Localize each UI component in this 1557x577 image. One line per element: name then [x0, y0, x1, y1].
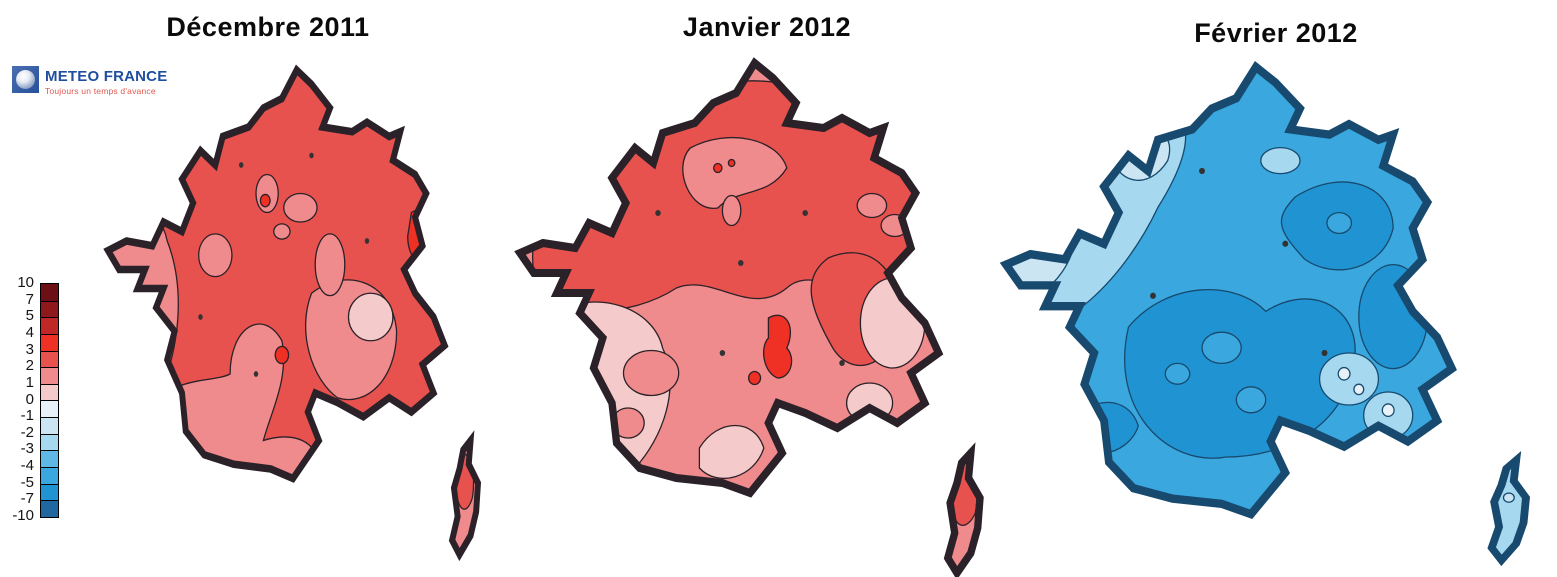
map-title-january: Janvier 2012: [682, 12, 852, 42]
map-speck: [198, 314, 203, 320]
contour-region: [857, 194, 886, 218]
contour-region: [1165, 363, 1190, 384]
legend-color-band: [41, 333, 58, 351]
legend-color-band: [41, 467, 58, 484]
map-speck: [738, 260, 744, 266]
contour-region: [275, 346, 288, 363]
contour-region: [683, 138, 787, 209]
logo-brand-text: METEO FRANCE: [45, 68, 168, 85]
map-speck: [655, 210, 661, 216]
legend-tick-label: -7: [20, 490, 34, 508]
color-scale-legend: [40, 283, 59, 518]
contour-region: [315, 234, 345, 296]
legend-color-band: [41, 500, 58, 517]
map-title-december: Décembre 2011: [166, 12, 370, 42]
contour-region: [1236, 387, 1265, 413]
legend-color-band: [41, 433, 58, 451]
map-speck: [1282, 240, 1289, 247]
map-speck: [719, 350, 726, 356]
map-speck: [1199, 167, 1205, 175]
legend-tick-label: -1: [20, 407, 34, 425]
logo-square: [12, 66, 39, 93]
contour-region: [714, 164, 722, 173]
legend-tick-label: 10: [17, 274, 34, 291]
legend-color-band: [41, 483, 58, 501]
contour-region: [749, 372, 761, 385]
legend-tick-label: -5: [20, 473, 34, 491]
map-speck: [839, 360, 845, 366]
contour-region: [699, 426, 763, 479]
color-scale-tick-labels: 10 7 5 4 3 2 1 0 -1 -2 -3 -4 -5 -7 -10: [0, 275, 36, 524]
contour-region: [1327, 213, 1352, 234]
contour-region: [1261, 148, 1300, 174]
map-speck: [238, 162, 244, 168]
contour-region: [199, 234, 232, 277]
legend-color-band: [41, 284, 58, 301]
legend-tick-label: 1: [25, 373, 34, 391]
map-title-february: Février 2012: [1194, 18, 1358, 48]
logo-tagline-text: Toujours un temps d'avance: [45, 86, 156, 96]
legend-tick-label: 3: [25, 340, 34, 358]
legend-tick-label: -4: [20, 457, 34, 475]
map-speck: [364, 238, 370, 244]
globe-icon: [16, 70, 35, 89]
legend-tick-label: -3: [20, 440, 34, 458]
legend-tick-label: -2: [20, 423, 34, 441]
legend-color-band: [41, 417, 58, 434]
contour-region: [260, 194, 270, 206]
legend-color-band: [41, 383, 58, 401]
map-speck: [309, 152, 314, 159]
map-december-2011: [84, 70, 478, 555]
contour-region: [728, 160, 734, 167]
meteo-france-logo: METEO FRANCE Toujours un temps d'avance: [12, 66, 167, 96]
legend-tick-label: -10: [12, 507, 34, 524]
corsica-february: [1492, 460, 1526, 560]
contour-region: [1338, 368, 1350, 380]
contour-region: [1354, 384, 1364, 394]
legend-color-band: [41, 400, 58, 418]
legend-color-band: [41, 317, 58, 334]
map-january-2012: [520, 63, 980, 573]
contour-region: [1382, 404, 1394, 416]
contour-region: [274, 224, 290, 239]
map-speck: [1321, 349, 1328, 357]
legend-color-band: [41, 367, 58, 384]
map-february-2012: [972, 67, 1452, 514]
legend-tick-label: 4: [25, 323, 34, 341]
contour-region: [624, 351, 679, 396]
contour-region: [349, 293, 393, 341]
map-speck: [802, 210, 808, 216]
contour-region: [284, 194, 317, 223]
contour-region: [1320, 353, 1379, 405]
map-speck: [253, 371, 259, 377]
maps-svg: [78, 55, 1557, 577]
contour-region: [1202, 332, 1241, 363]
legend-color-band: [41, 300, 58, 318]
legend-tick-label: 7: [25, 290, 34, 308]
contour-region: [1503, 493, 1514, 502]
contour-region: [722, 196, 740, 226]
contour-region: [764, 315, 792, 378]
contour-region: [860, 278, 924, 368]
legend-color-band: [41, 350, 58, 368]
legend-tick-label: 2: [25, 357, 34, 375]
legend-color-band: [41, 450, 58, 468]
legend-tick-label: 0: [25, 390, 34, 408]
legend-tick-label: 5: [25, 307, 34, 325]
map-speck: [1150, 292, 1156, 299]
contour-region: [108, 205, 178, 400]
